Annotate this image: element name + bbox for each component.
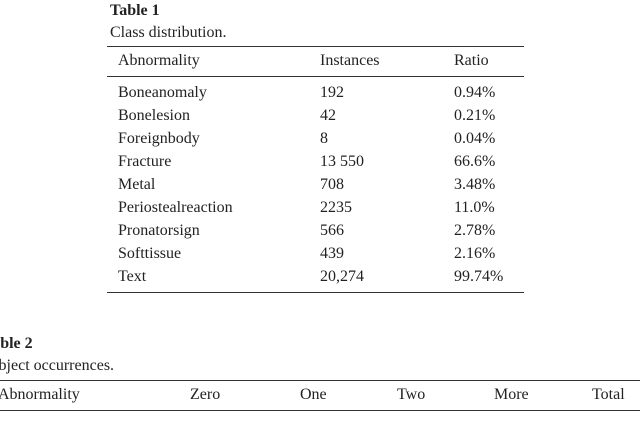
table-cell: Metal xyxy=(118,176,156,193)
column-header: Zero xyxy=(190,386,221,403)
table-cell: 42 xyxy=(320,107,336,124)
table-cell: Foreignbody xyxy=(118,130,200,147)
table-cell: 2235 xyxy=(320,199,352,216)
table-cell: 2.78% xyxy=(454,222,496,239)
table-rule xyxy=(0,410,640,411)
table-cell: Text xyxy=(118,268,147,285)
table-title: Table 1 xyxy=(110,2,160,19)
column-header: More xyxy=(494,386,529,403)
table-cell: 3.48% xyxy=(454,176,496,193)
table-cell: Pronatorsign xyxy=(118,222,200,239)
table-cell: 0.04% xyxy=(454,130,496,147)
table-cell: 11.0% xyxy=(454,199,495,216)
table-rule xyxy=(107,46,524,47)
table-rule xyxy=(107,292,524,293)
table-cell: 2.16% xyxy=(454,245,496,262)
table-cell: 13 550 xyxy=(320,153,364,170)
table-cell: 708 xyxy=(320,176,344,193)
column-header: Instances xyxy=(320,52,380,69)
table-cell: 566 xyxy=(320,222,344,239)
column-header: Ratio xyxy=(454,52,489,69)
table-rule xyxy=(0,380,640,381)
table-cell: 20,274 xyxy=(320,268,364,285)
table-cell: 192 xyxy=(320,84,344,101)
table-cell: Boneanomaly xyxy=(118,84,207,101)
table-cell: 8 xyxy=(320,130,328,147)
table-cell: 66.6% xyxy=(454,153,496,170)
column-header: One xyxy=(300,386,327,403)
table-rule xyxy=(107,76,524,77)
column-header: Abnormality xyxy=(0,386,80,403)
table-cell: Softtissue xyxy=(118,245,182,262)
table-cell: 99.74% xyxy=(454,268,504,285)
table-cell: Bonelesion xyxy=(118,107,190,124)
table-cell: 0.94% xyxy=(454,84,496,101)
table-cell: 0.21% xyxy=(454,107,496,124)
table-cell: Periostealreaction xyxy=(118,199,233,216)
column-header: Abnormality xyxy=(118,52,200,69)
table-caption: Class distribution. xyxy=(110,24,227,41)
table-title: Table 2 xyxy=(0,335,33,352)
table-caption: Object occurrences. xyxy=(0,357,115,374)
column-header: Total xyxy=(592,386,625,403)
column-header: Two xyxy=(397,386,426,403)
table-cell: 439 xyxy=(320,245,344,262)
table-cell: Fracture xyxy=(118,153,172,170)
